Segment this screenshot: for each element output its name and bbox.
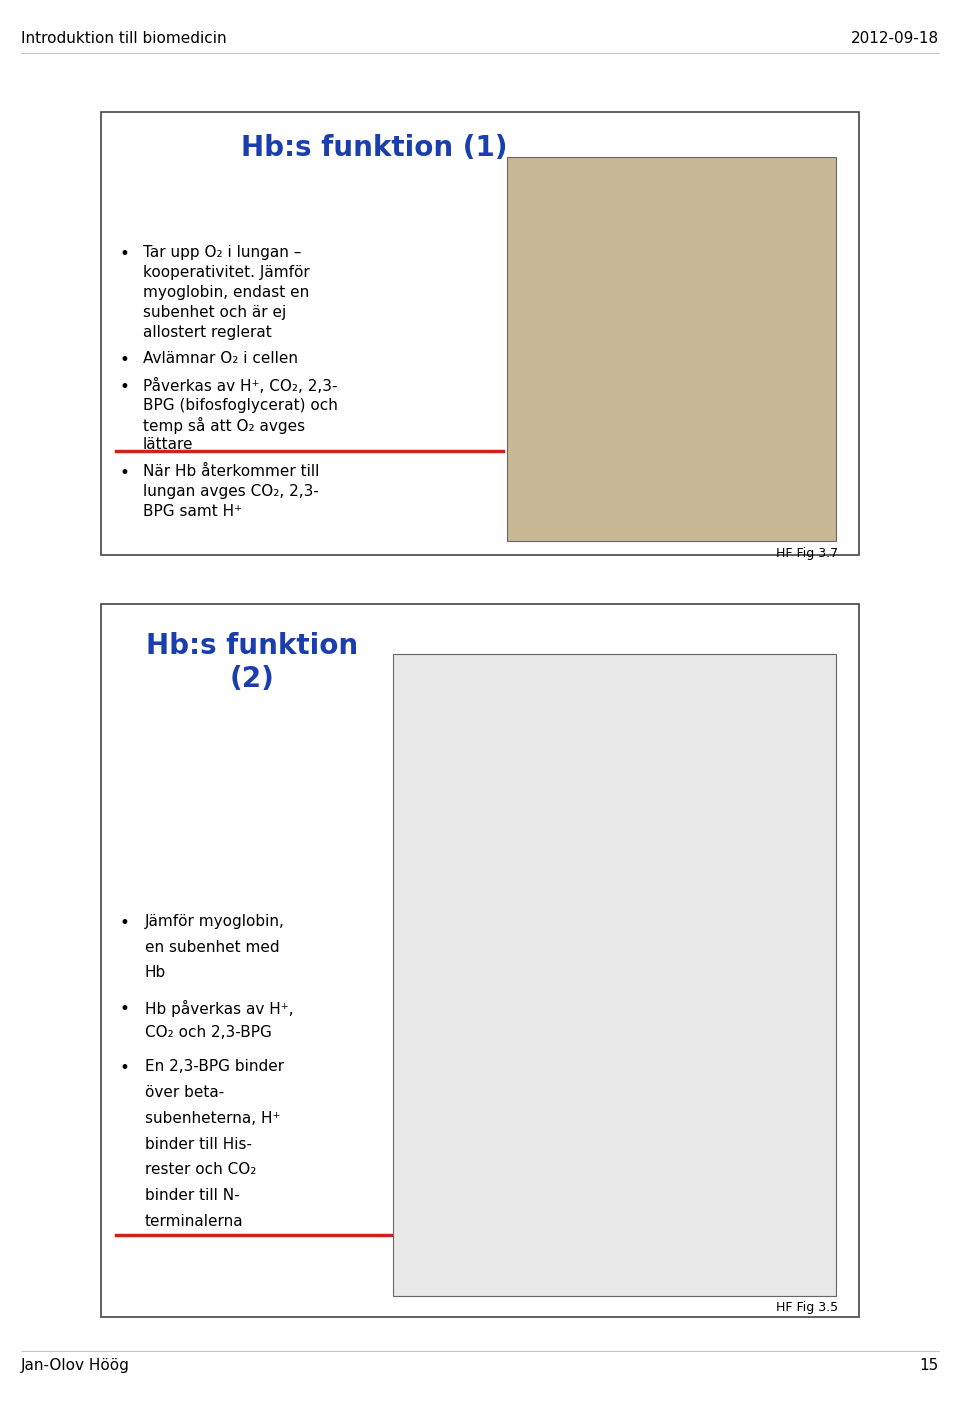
Text: HF Fig 3.5: HF Fig 3.5	[777, 1302, 838, 1314]
Text: 15: 15	[920, 1358, 939, 1373]
Text: rester och CO₂: rester och CO₂	[145, 1163, 256, 1177]
Text: allostert reglerat: allostert reglerat	[142, 324, 272, 340]
Text: en subenhet med: en subenhet med	[145, 939, 279, 955]
Text: subenheterna, H⁺: subenheterna, H⁺	[145, 1111, 280, 1126]
Text: CO₂ och 2,3-BPG: CO₂ och 2,3-BPG	[145, 1025, 272, 1040]
Text: över beta-: över beta-	[145, 1085, 224, 1101]
Text: terminalerna: terminalerna	[145, 1213, 244, 1228]
Text: •: •	[120, 1060, 130, 1077]
Text: binder till His-: binder till His-	[145, 1136, 252, 1151]
Bar	[393, 654, 836, 1296]
Text: BPG (bifosfoglycerat) och: BPG (bifosfoglycerat) och	[142, 397, 337, 413]
Text: Hb påverkas av H⁺,: Hb påverkas av H⁺,	[145, 1000, 294, 1016]
Text: När Hb återkommer till: När Hb återkommer till	[142, 463, 319, 479]
Text: temp så att O₂ avges: temp så att O₂ avges	[142, 417, 304, 434]
Text: Jämför myoglobin,: Jämför myoglobin,	[145, 914, 285, 929]
FancyBboxPatch shape	[101, 112, 859, 555]
FancyBboxPatch shape	[101, 604, 859, 1317]
Text: •: •	[120, 351, 130, 369]
Text: 2012-09-18: 2012-09-18	[851, 31, 939, 46]
Text: lungan avges CO₂, 2,3-: lungan avges CO₂, 2,3-	[142, 484, 319, 498]
Text: HF Fig 3.7: HF Fig 3.7	[777, 548, 838, 560]
Text: •: •	[120, 378, 130, 396]
Text: •: •	[120, 244, 130, 263]
Text: binder till N-: binder till N-	[145, 1188, 239, 1203]
Text: Jan-Olov Höög: Jan-Olov Höög	[21, 1358, 130, 1373]
Text: •: •	[120, 914, 130, 932]
Text: Påverkas av H⁺, CO₂, 2,3-: Påverkas av H⁺, CO₂, 2,3-	[142, 378, 337, 393]
Text: Hb:s funktion (1): Hb:s funktion (1)	[241, 135, 507, 163]
Text: lättare: lättare	[142, 438, 193, 452]
Text: BPG samt H⁺: BPG samt H⁺	[142, 504, 242, 518]
Text: kooperativitet. Jämför: kooperativitet. Jämför	[142, 265, 309, 279]
Text: Avlämnar O₂ i cellen: Avlämnar O₂ i cellen	[142, 351, 298, 366]
Text: Tar upp O₂ i lungan –: Tar upp O₂ i lungan –	[142, 244, 300, 260]
Text: Introduktion till biomedicin: Introduktion till biomedicin	[21, 31, 227, 46]
Text: subenhet och är ej: subenhet och är ej	[142, 305, 286, 320]
Text: •: •	[120, 463, 130, 482]
Text: Hb:s funktion
(2): Hb:s funktion (2)	[147, 632, 358, 692]
Text: •: •	[120, 1000, 130, 1018]
Text: Hb: Hb	[145, 966, 166, 980]
Text: En 2,3-BPG binder: En 2,3-BPG binder	[145, 1060, 284, 1074]
Text: myoglobin, endast en: myoglobin, endast en	[142, 285, 309, 300]
Bar	[507, 157, 836, 542]
